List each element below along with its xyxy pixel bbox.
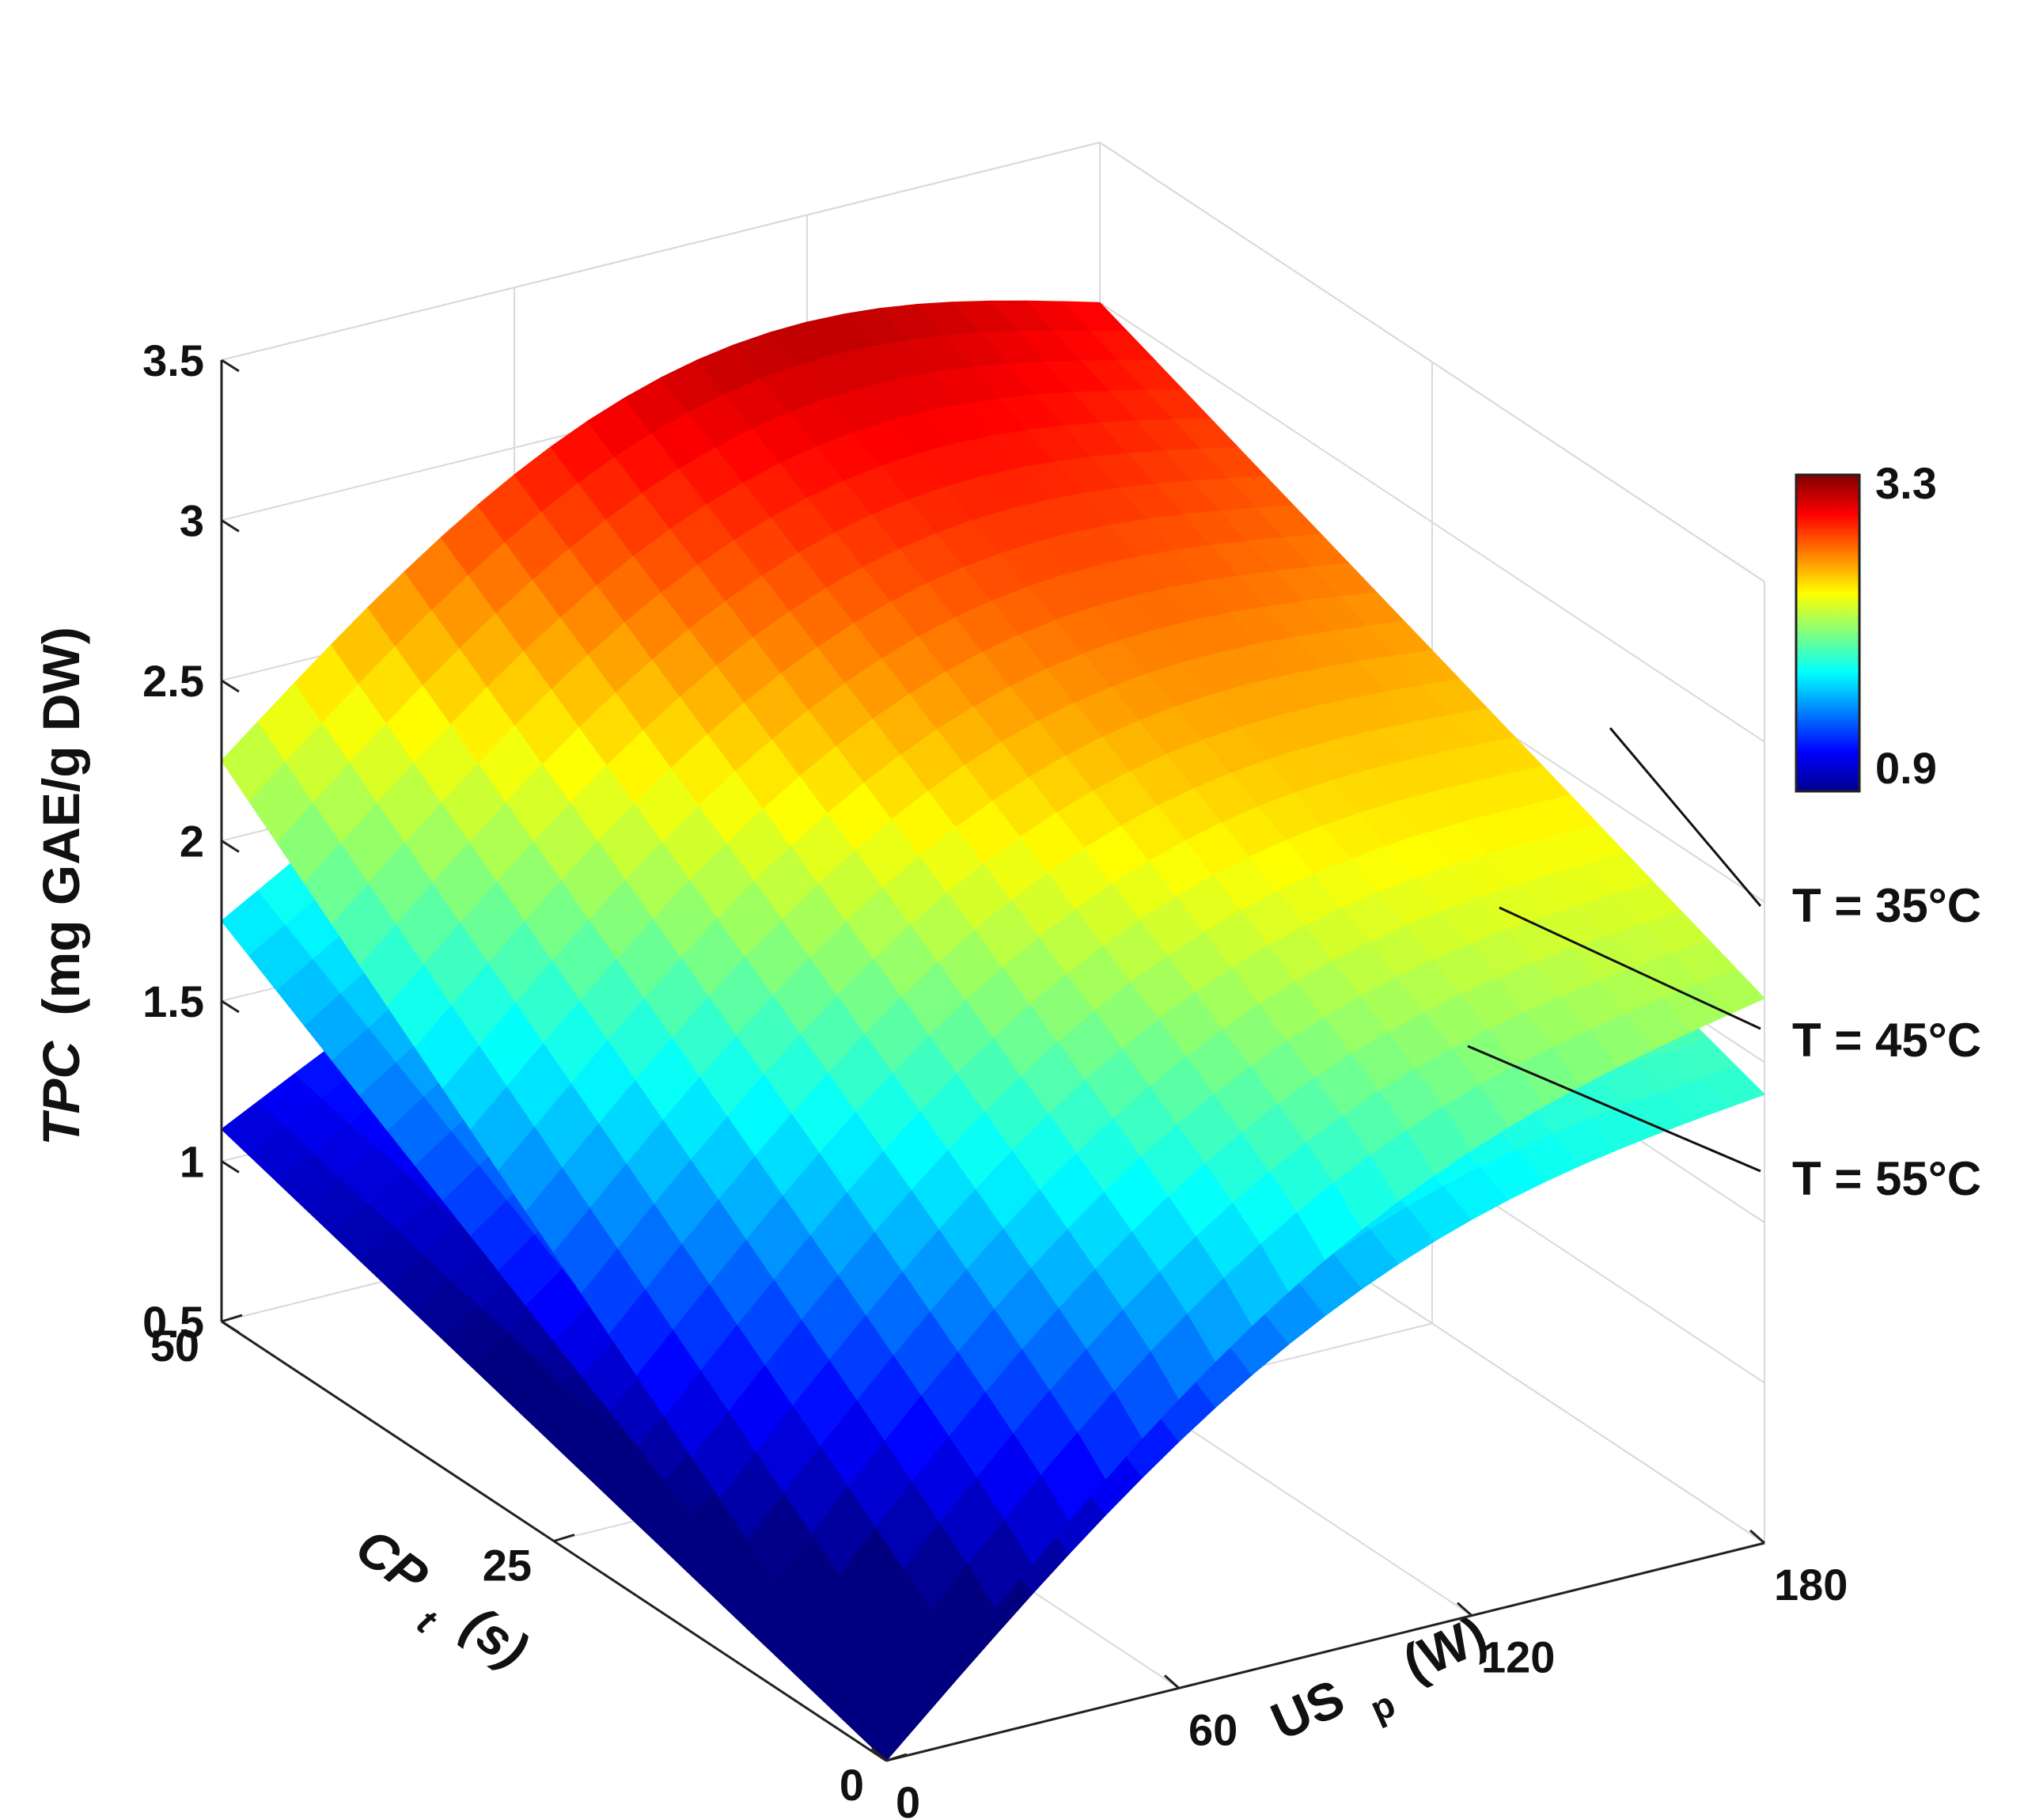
us-tick-mark	[1749, 1529, 1765, 1545]
z-tick-label: 2.5	[142, 656, 204, 706]
us-tick-mark	[1457, 1602, 1473, 1617]
surface-0-patch	[1699, 969, 1766, 1016]
colorbar-max-label: 3.3	[1875, 458, 1937, 508]
z-tick-label: 1.5	[142, 976, 204, 1026]
z-tick-label: 3	[180, 496, 204, 546]
us-tick-label: 120	[1481, 1632, 1555, 1682]
us-tick-mark	[871, 1746, 887, 1762]
annotation-label-55: T = 55°C	[1792, 1152, 1981, 1205]
z-tick-mark	[221, 358, 240, 373]
annotation-label-45: T = 45°C	[1792, 1014, 1981, 1067]
us-axis-ticks: 0 60 120 180	[871, 1529, 1848, 1820]
cp-tick-label: 0	[840, 1760, 864, 1810]
us-axis-line	[885, 1541, 1765, 1762]
z-tick-mark	[221, 1320, 240, 1334]
surface-0	[221, 300, 1766, 1746]
annotation-line-55	[1467, 1045, 1761, 1173]
colorbar-min-label: 0.9	[1875, 743, 1937, 793]
annotation-label-35: T = 35°C	[1792, 879, 1981, 932]
z-tick-label: 0.5	[142, 1297, 204, 1347]
cp-axis-label-sub: t	[410, 1601, 445, 1642]
cp-axis-label-unit: (s)	[453, 1594, 539, 1679]
us-tick-label: 0	[896, 1777, 920, 1820]
z-axis-label: TPC (mg GAE/g DW)	[32, 627, 90, 1146]
surface-1-patch	[1699, 1066, 1766, 1109]
z-tick-label: 1	[180, 1137, 204, 1187]
us-tick-label: 60	[1188, 1704, 1238, 1754]
surfaces	[221, 300, 1766, 1761]
z-tick-mark	[221, 519, 240, 533]
grid-frame-top-1	[221, 142, 1101, 361]
us-axis-label-sub: p	[1364, 1683, 1401, 1730]
z-tick-mark	[221, 679, 240, 693]
z-tick-mark	[221, 1160, 240, 1174]
z-tick-mark	[221, 999, 240, 1014]
cp-tick-label: 25	[483, 1541, 532, 1591]
cp-tick-mark	[221, 1314, 243, 1323]
z-axis-ticks: 0.5 1 1.5 2 2.5 3 3.5	[142, 336, 240, 1347]
us-tick-label: 180	[1774, 1560, 1848, 1610]
cp-axis-label-main: CP	[346, 1516, 439, 1606]
z-tick-label: 2	[180, 817, 204, 866]
annotation-line-45	[1499, 906, 1761, 1030]
colorbar: 3.3 0.9	[1795, 458, 1937, 793]
us-tick-mark	[1164, 1674, 1180, 1689]
z-axis-label-main: TPC	[32, 1040, 90, 1145]
z-tick-mark	[221, 840, 240, 853]
surface-annotations: T = 35°C T = 45°C T = 55°C	[1467, 727, 1981, 1205]
z-tick-label: 3.5	[142, 336, 204, 385]
annotation-line-35	[1609, 727, 1762, 907]
colorbar-gradient	[1795, 473, 1861, 793]
us-axis-label: US p (W)	[1263, 1605, 1504, 1772]
us-axis-label-main: US	[1263, 1668, 1353, 1751]
cp-tick-mark	[553, 1534, 575, 1542]
cp-axis-ticks: 0 25 50	[150, 1314, 908, 1810]
z-axis-label-unit: (mg GAE/g DW)	[32, 627, 90, 1015]
us-axis-label-unit: (W)	[1394, 1605, 1495, 1693]
cp-tick-label: 50	[150, 1321, 199, 1371]
cp-tick-mark	[885, 1753, 908, 1762]
grid-frame-top-0	[1099, 142, 1765, 582]
